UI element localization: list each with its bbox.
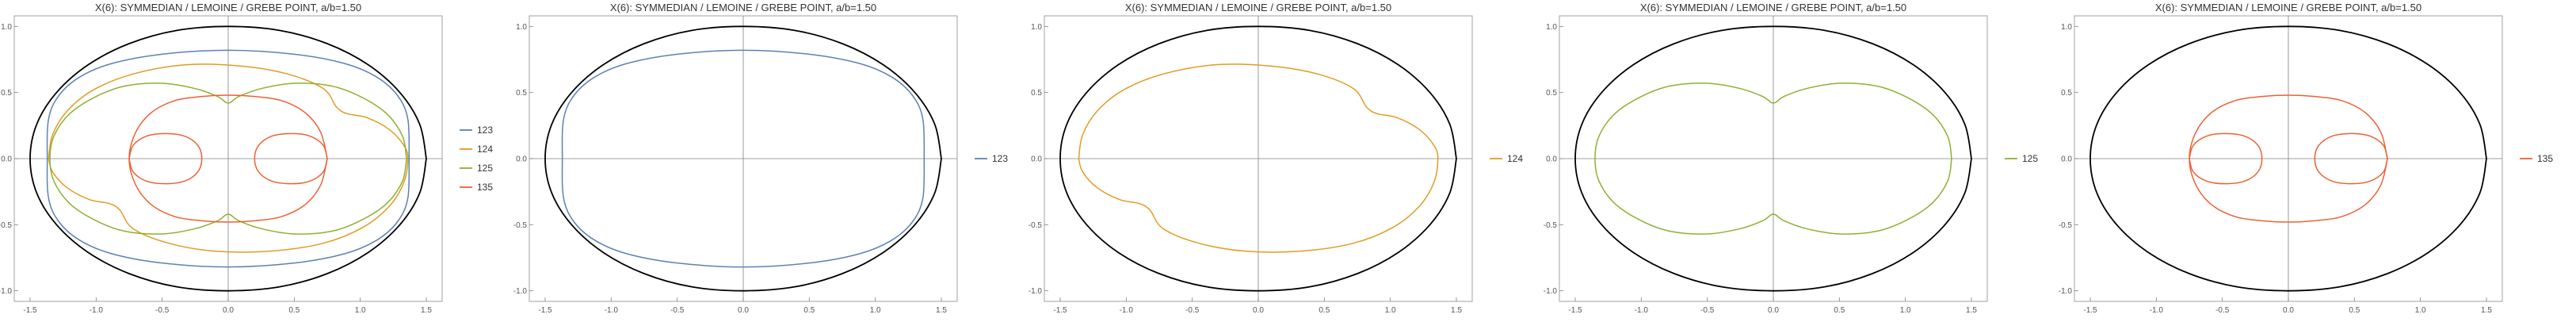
- y-tick-label: 0.5: [2061, 89, 2072, 98]
- legend-label: 124: [477, 144, 493, 155]
- x-tick-label: -1.0: [1120, 306, 1134, 315]
- x-tick-label: -0.5: [1185, 306, 1200, 315]
- x-tick-label: 1.0: [1900, 306, 1911, 315]
- y-tick-label: 0.5: [1, 89, 12, 98]
- y-tick-label: 1.0: [1546, 23, 1557, 32]
- x-tick-label: -1.0: [1635, 306, 1649, 315]
- locus-135_right: [254, 132, 328, 185]
- x-tick-label: 1.0: [1385, 306, 1396, 315]
- y-tick-label: 0.5: [1031, 89, 1042, 98]
- legend-label: 135: [477, 182, 493, 193]
- reference-ellipse: [2089, 25, 2487, 292]
- chart-panel-2: X(6): SYMMEDIAN / LEMOINE / GREBE POINT,…: [513, 2, 1009, 315]
- y-tick-label: 0.0: [1031, 155, 1042, 164]
- locus-125: [49, 82, 407, 235]
- x-tick-label: 0.5: [803, 306, 815, 315]
- x-tick-label: 1.0: [355, 306, 366, 315]
- y-tick-label: 0.5: [1546, 89, 1557, 98]
- x-tick-label: -1.0: [605, 306, 619, 315]
- x-tick-label: 1.0: [2415, 306, 2426, 315]
- chart-panel-4: X(6): SYMMEDIAN / LEMOINE / GREBE POINT,…: [1544, 2, 2039, 315]
- x-tick-label: 0.5: [1834, 306, 1845, 315]
- reference-ellipse: [29, 25, 427, 292]
- plot-area: [1059, 25, 1457, 292]
- legend-label: 125: [477, 163, 493, 174]
- y-tick-label: -0.5: [513, 221, 528, 230]
- legend-label: 125: [2022, 153, 2038, 164]
- chart-title: X(6): SYMMEDIAN / LEMOINE / GREBE POINT,…: [1125, 2, 1391, 13]
- plot-area: [2089, 25, 2487, 292]
- x-tick-label: -1.5: [23, 306, 37, 315]
- locus-135_right: [2314, 132, 2388, 185]
- reference-ellipse: [1574, 25, 1972, 292]
- legend-label: 135: [2537, 153, 2553, 164]
- locus-135_left: [2189, 132, 2263, 185]
- y-tick-label: -0.5: [0, 221, 12, 230]
- x-tick-label: -1.5: [2083, 306, 2097, 315]
- x-tick-label: 0.0: [223, 306, 234, 315]
- y-tick-label: -0.5: [1028, 221, 1043, 230]
- x-tick-label: 0.0: [1768, 306, 1779, 315]
- chart-title: X(6): SYMMEDIAN / LEMOINE / GREBE POINT,…: [2155, 2, 2421, 13]
- chart-title: X(6): SYMMEDIAN / LEMOINE / GREBE POINT,…: [95, 2, 361, 13]
- x-tick-label: -0.5: [670, 306, 685, 315]
- y-tick-label: 0.0: [516, 155, 527, 164]
- chart-panel-5: X(6): SYMMEDIAN / LEMOINE / GREBE POINT,…: [2059, 2, 2554, 315]
- x-tick-label: -1.0: [2150, 306, 2164, 315]
- chart-panel-1: X(6): SYMMEDIAN / LEMOINE / GREBE POINT,…: [0, 2, 493, 315]
- y-tick-label: 1.0: [516, 23, 527, 32]
- y-tick-label: -1.0: [2059, 287, 2073, 296]
- legend-label: 124: [1507, 153, 1523, 164]
- reference-ellipse: [544, 25, 942, 292]
- x-tick-label: 1.5: [421, 306, 432, 315]
- x-tick-label: 0.0: [1253, 306, 1264, 315]
- plot-area: [544, 25, 942, 292]
- locus-123: [46, 49, 410, 268]
- y-tick-label: 0.0: [2061, 155, 2072, 164]
- y-tick-label: 0.0: [1546, 155, 1557, 164]
- plot-area: [29, 25, 427, 292]
- x-tick-label: 1.5: [1966, 306, 1977, 315]
- x-tick-label: 0.5: [2349, 306, 2360, 315]
- x-tick-label: 0.0: [2283, 306, 2294, 315]
- x-tick-label: 1.5: [936, 306, 947, 315]
- x-tick-label: -1.5: [1568, 306, 1582, 315]
- locus-124: [1078, 63, 1439, 253]
- plot-area: [1574, 25, 1972, 292]
- legend-label: 123: [992, 153, 1008, 164]
- y-tick-label: 0.0: [1, 155, 12, 164]
- x-tick-label: -1.0: [90, 306, 104, 315]
- x-tick-label: -1.5: [538, 306, 552, 315]
- chart-title: X(6): SYMMEDIAN / LEMOINE / GREBE POINT,…: [1640, 2, 1906, 13]
- chart-panel-3: X(6): SYMMEDIAN / LEMOINE / GREBE POINT,…: [1028, 2, 1524, 315]
- y-tick-label: -0.5: [1544, 221, 1558, 230]
- y-tick-label: -0.5: [2059, 221, 2073, 230]
- chart-title: X(6): SYMMEDIAN / LEMOINE / GREBE POINT,…: [610, 2, 876, 13]
- x-tick-label: 0.5: [1319, 306, 1330, 315]
- x-tick-label: 0.5: [288, 306, 300, 315]
- x-tick-label: 1.5: [2481, 306, 2492, 315]
- locus-123: [561, 49, 925, 268]
- y-tick-label: -1.0: [0, 287, 12, 296]
- y-tick-label: 0.5: [516, 89, 527, 98]
- y-tick-label: 1.0: [1, 23, 12, 32]
- x-tick-label: -0.5: [2215, 306, 2230, 315]
- x-tick-label: -0.5: [155, 306, 170, 315]
- reference-ellipse: [1059, 25, 1457, 292]
- y-tick-label: -1.0: [1544, 287, 1558, 296]
- y-tick-label: 1.0: [2061, 23, 2072, 32]
- y-tick-label: -1.0: [1028, 287, 1043, 296]
- locus-124: [48, 63, 409, 253]
- x-tick-label: -0.5: [1700, 306, 1715, 315]
- x-tick-label: 1.0: [870, 306, 881, 315]
- x-tick-label: 1.5: [1451, 306, 1462, 315]
- legend-label: 123: [477, 125, 493, 136]
- x-tick-label: -1.5: [1053, 306, 1067, 315]
- y-tick-label: -1.0: [513, 287, 528, 296]
- x-tick-label: 0.0: [738, 306, 749, 315]
- locus-135_left: [128, 132, 203, 185]
- locus-125: [1594, 82, 1952, 235]
- y-tick-label: 1.0: [1031, 23, 1042, 32]
